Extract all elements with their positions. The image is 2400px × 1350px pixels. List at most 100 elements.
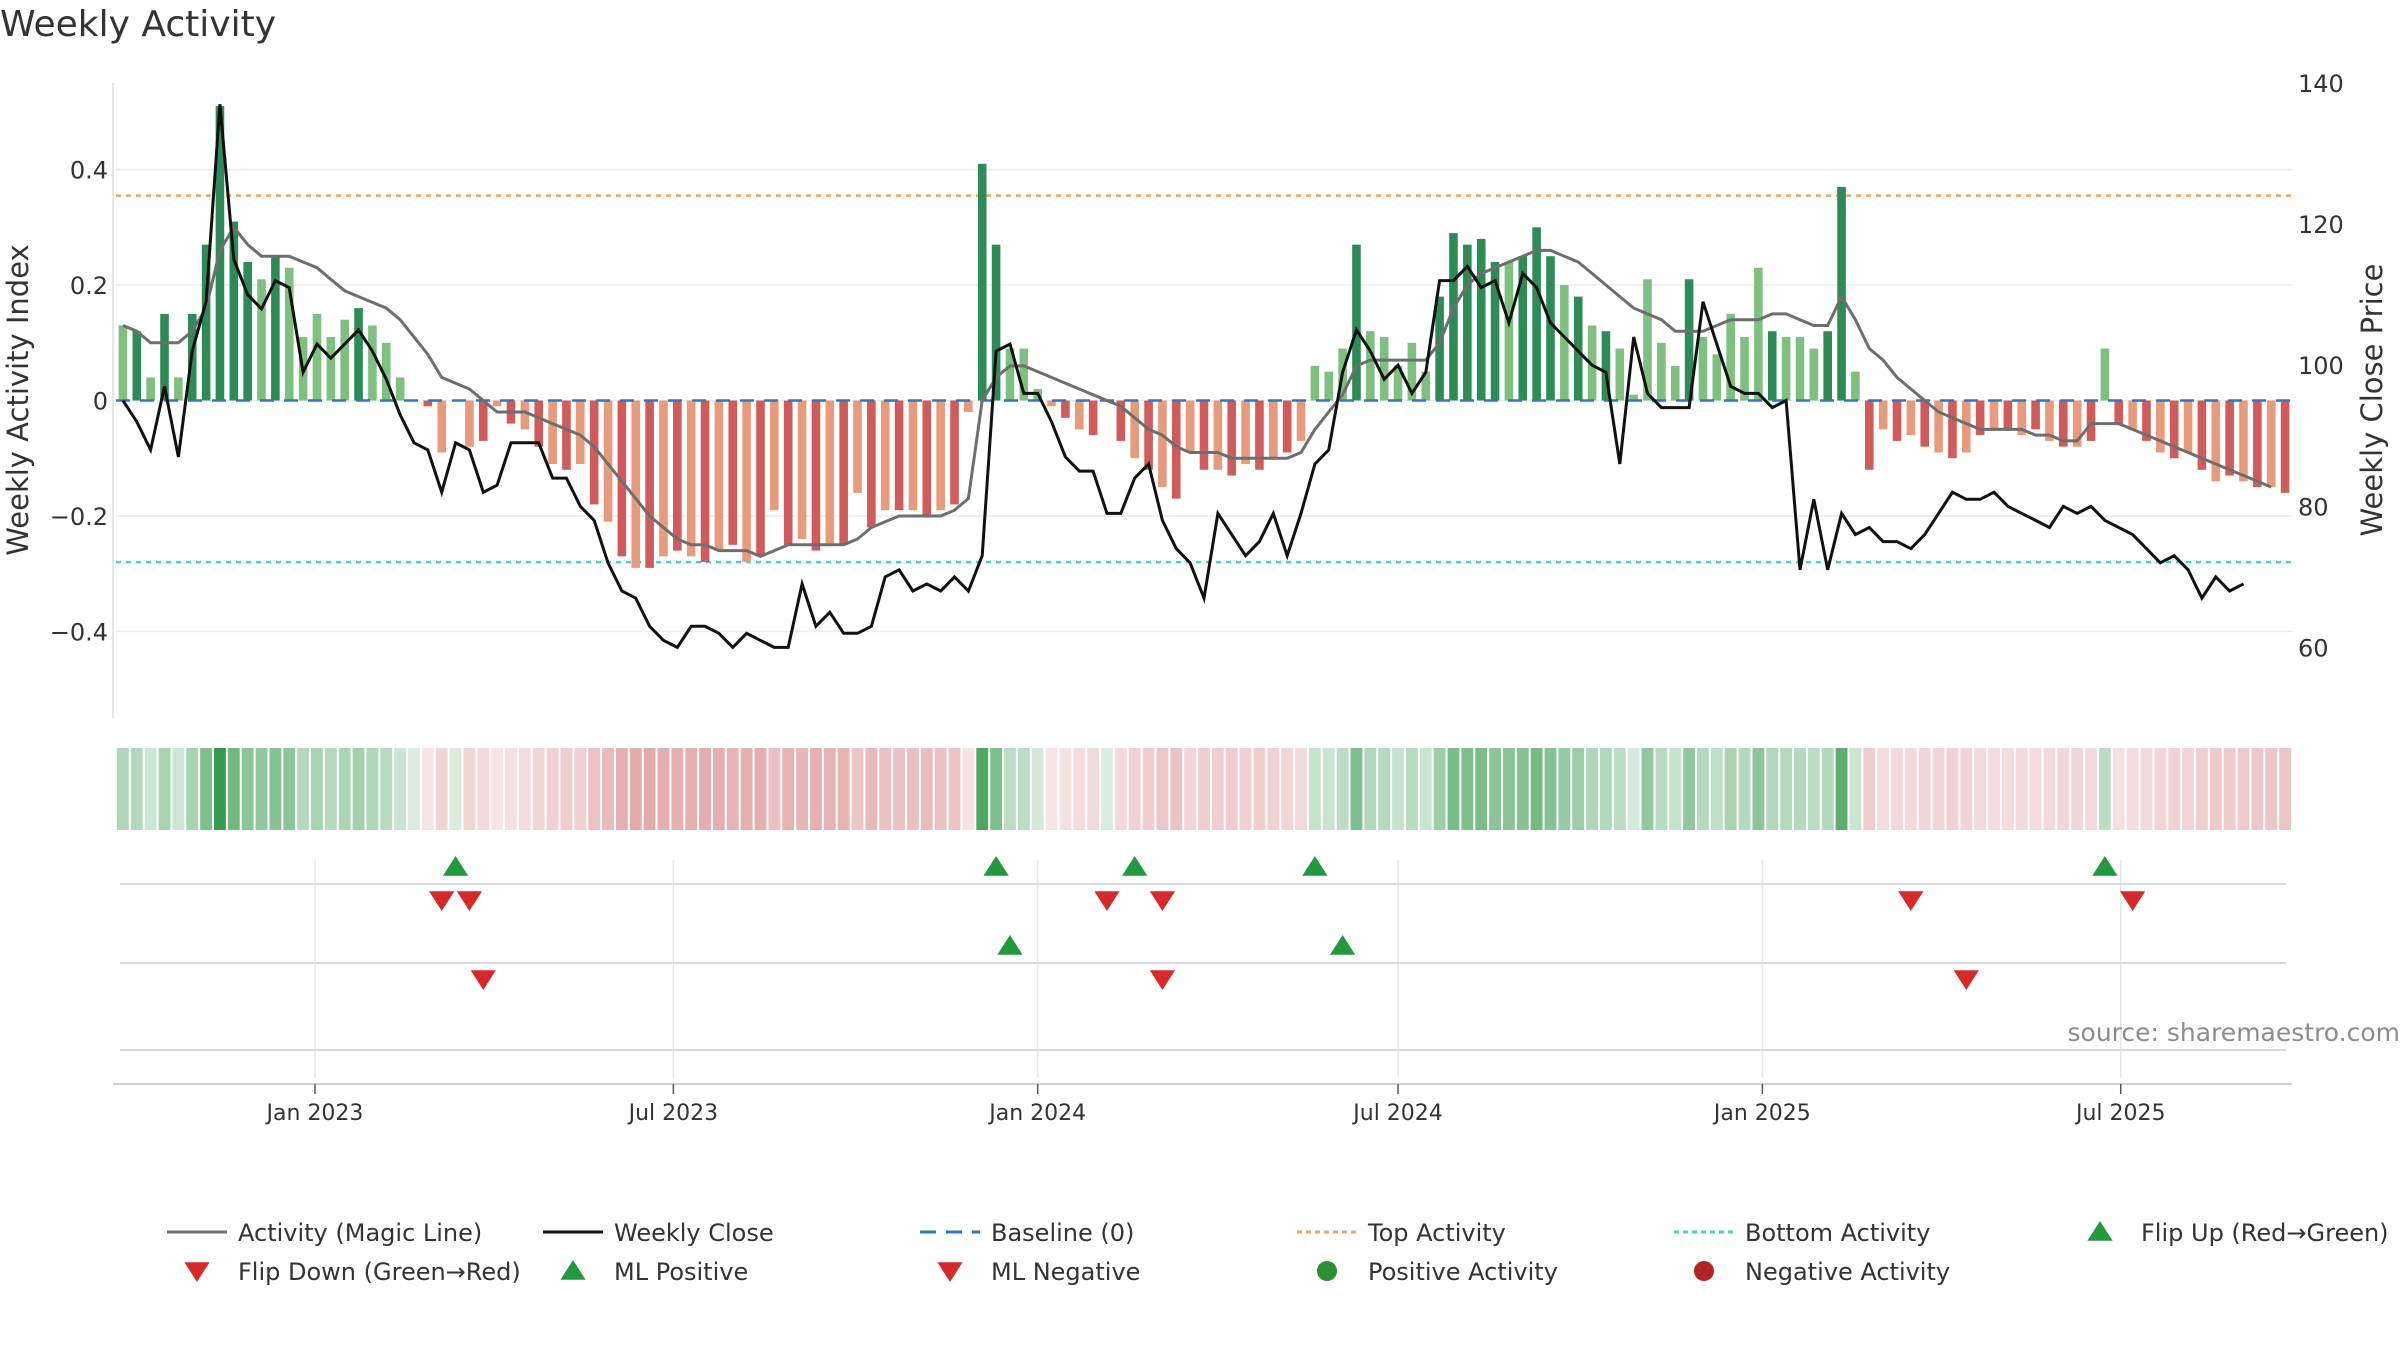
activity-bar: [1601, 331, 1611, 401]
activity-bar: [603, 400, 613, 522]
activity-bar: [659, 400, 668, 557]
heat-strip-cell: [172, 748, 185, 830]
activity-bar: [950, 400, 959, 505]
heat-strip-cell: [685, 748, 698, 830]
activity-bar: [340, 319, 349, 401]
heat-strip-cell: [408, 748, 420, 830]
heat-strip-cell: [1322, 748, 1335, 830]
heat-strip-cell: [2029, 748, 2042, 830]
activity-bar: [1047, 400, 1056, 407]
activity-bar: [1019, 348, 1029, 401]
activity-bar: [562, 400, 571, 470]
activity-bar: [243, 261, 252, 401]
heat-strip-cell: [255, 748, 268, 830]
heat-strip-cell: [2209, 748, 2222, 830]
activity-bar: [1546, 256, 1555, 401]
activity-bar: [1255, 400, 1264, 470]
heat-strip-cell: [1932, 748, 1945, 830]
activity-bar: [617, 400, 627, 557]
activity-bar: [284, 267, 294, 401]
heat-strip-cell: [990, 748, 1003, 830]
activity-bar: [1158, 400, 1167, 488]
heat-strip-cell: [574, 748, 587, 830]
activity-bar: [160, 313, 169, 401]
activity-bar: [437, 400, 447, 453]
heat-strip-cell: [1073, 748, 1086, 830]
heat-strip-cell: [948, 748, 961, 830]
activity-bar: [1920, 400, 1930, 447]
heat-strip-cell: [768, 748, 781, 830]
x-tick-label: Jul 2023: [627, 1101, 719, 1126]
activity-bar: [2211, 400, 2221, 482]
heat-strip-cell: [324, 748, 337, 830]
heat-strip-cell: [394, 748, 407, 830]
activity-bar: [589, 400, 599, 505]
activity-bar: [576, 400, 585, 464]
heat-strip-cell: [366, 748, 379, 830]
activity-bar: [1199, 400, 1209, 470]
heat-strip-cell: [976, 748, 989, 830]
heat-strip-cell: [2098, 748, 2111, 830]
heat-strip-cell: [1600, 748, 1612, 830]
y-right-tick-label: 120: [2298, 211, 2344, 239]
activity-bar: [1989, 400, 1999, 430]
heat-strip-cell: [1530, 748, 1543, 830]
activity-bar: [1144, 400, 1153, 470]
heat-strip-cell: [1752, 748, 1765, 830]
activity-bar: [1005, 348, 1015, 401]
activity-bar: [1573, 296, 1583, 401]
heat-strip-cell: [754, 748, 767, 830]
heat-strip-cell: [1017, 748, 1030, 830]
heat-strip-cell: [1807, 748, 1820, 830]
heat-strip-cell: [629, 748, 642, 830]
activity-bar: [770, 400, 779, 511]
heat-strip-cell: [1211, 748, 1224, 830]
activity-bar: [1948, 400, 1957, 459]
heat-strip-cell: [1835, 748, 1848, 830]
heat-strip-cell: [1461, 748, 1474, 830]
heat-strip-cell: [809, 748, 822, 830]
heat-strip-cell: [297, 748, 310, 830]
heat-strip-cell: [1863, 748, 1876, 830]
heat-strip-cell: [1544, 748, 1557, 830]
activity-bar: [2197, 400, 2207, 470]
heat-strip-cell: [2001, 748, 2014, 830]
y-left-tick-label: 0.2: [70, 272, 108, 300]
heat-strip-cell: [782, 748, 795, 830]
heat-strip-cell: [144, 748, 157, 830]
heat-strip-cell: [463, 748, 476, 830]
activity-bar: [1823, 331, 1832, 401]
heat-strip-cell: [1364, 748, 1377, 830]
y-left-tick-label: 0: [93, 388, 108, 416]
activity-bar: [1130, 400, 1139, 459]
activity-bar: [2142, 400, 2151, 441]
activity-bar: [1906, 400, 1916, 436]
activity-bar: [381, 342, 391, 401]
heat-strip-cell: [1489, 748, 1501, 830]
heat-strip-cell: [1045, 748, 1058, 830]
activity-bar: [2169, 400, 2179, 459]
activity-bar: [811, 400, 821, 551]
legend-swatch-posact: [1317, 1261, 1337, 1281]
activity-bar: [977, 163, 987, 401]
heat-strip-cell: [671, 748, 684, 830]
activity-bar: [1726, 313, 1735, 401]
heat-strip-cell: [740, 748, 753, 830]
x-tick-label: Jan 2023: [265, 1101, 364, 1126]
activity-bar: [908, 400, 918, 511]
y-right-tick-label: 60: [2298, 634, 2329, 662]
legend-label-bottom: Bottom Activity: [1745, 1219, 1930, 1247]
heat-strip-cell: [1142, 748, 1155, 830]
heat-strip-cell: [1447, 748, 1460, 830]
heat-strip-cell: [2237, 748, 2250, 830]
activity-bar: [1670, 365, 1680, 401]
heat-strip-cell: [546, 748, 559, 830]
flip-down-marker: [1898, 891, 1924, 911]
activity-bar: [686, 400, 696, 557]
x-tick-label: Jul 2024: [1351, 1101, 1443, 1126]
activity-bar: [2225, 400, 2234, 476]
legend-label-mlpos: ML Positive: [614, 1258, 748, 1286]
chart-title: Weekly Activity: [0, 4, 277, 45]
ml-positive-marker: [997, 935, 1023, 955]
